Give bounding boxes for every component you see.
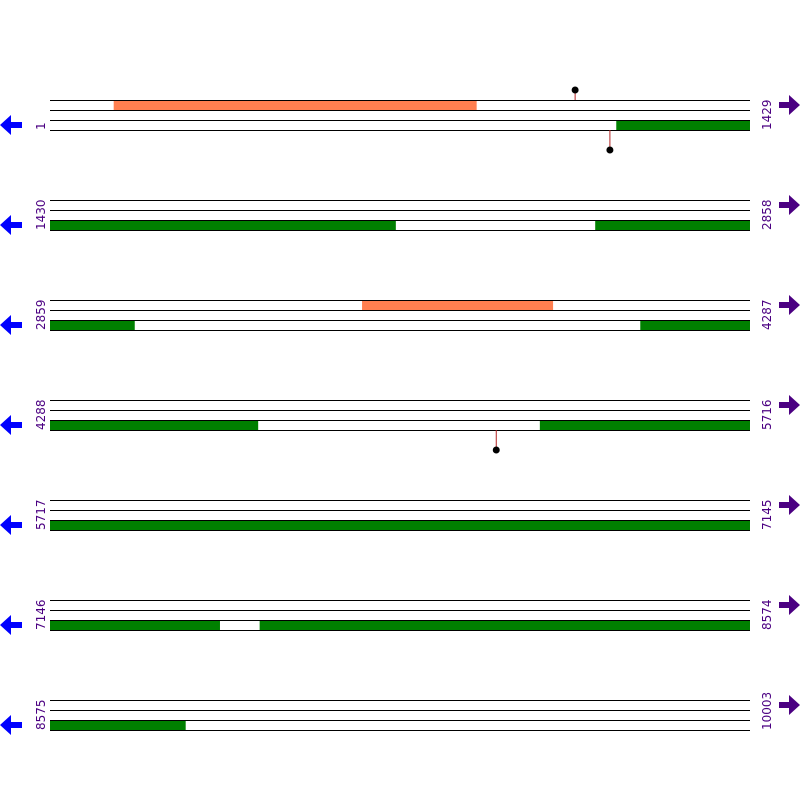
right-arrow-icon [779, 195, 800, 215]
marker-dot [571, 86, 579, 94]
marker-dot [492, 446, 500, 454]
reverse-feature [50, 420, 259, 430]
left-arrow-icon [0, 115, 22, 135]
left-arrow-icon [0, 615, 22, 635]
left-arrow-icon [0, 215, 22, 235]
left-arrow-icon [0, 715, 22, 735]
end-coordinate: 7145 [760, 499, 774, 530]
sequence-row: 7146 8574 [0, 595, 800, 635]
start-coordinate: 2859 [34, 299, 48, 330]
sequence-row: 1 1429 [0, 86, 800, 154]
end-coordinate: 2858 [760, 199, 774, 230]
forward-feature [113, 100, 477, 110]
end-coordinate: 1429 [760, 99, 774, 130]
start-coordinate: 1 [34, 122, 48, 130]
end-coordinate: 10003 [760, 692, 774, 730]
end-coordinate: 5716 [760, 399, 774, 430]
forward-feature [362, 300, 554, 310]
sequence-row: 2859 4287 [0, 295, 800, 335]
marker-dot [606, 146, 614, 154]
reverse-feature [616, 120, 750, 130]
right-arrow-icon [779, 695, 800, 715]
right-arrow-icon [779, 395, 800, 415]
start-coordinate: 8575 [34, 699, 48, 730]
sequence-row: 5717 7145 [0, 495, 800, 535]
right-arrow-icon [779, 595, 800, 615]
reverse-feature [595, 220, 750, 230]
start-coordinate: 4288 [34, 399, 48, 430]
left-arrow-icon [0, 315, 22, 335]
reverse-feature [50, 620, 220, 630]
end-coordinate: 4287 [760, 299, 774, 330]
left-arrow-icon [0, 415, 22, 435]
right-arrow-icon [779, 495, 800, 515]
right-arrow-icon [779, 295, 800, 315]
sequence-row: 4288 5716 [0, 395, 800, 454]
reverse-feature [539, 420, 750, 430]
reverse-feature [640, 320, 750, 330]
sequence-row: 8575 10003 [0, 692, 800, 735]
reverse-feature [50, 520, 750, 530]
reverse-feature [50, 320, 135, 330]
end-coordinate: 8574 [760, 599, 774, 630]
reverse-feature [50, 220, 396, 230]
right-arrow-icon [779, 95, 800, 115]
left-arrow-icon [0, 515, 22, 535]
start-coordinate: 7146 [34, 599, 48, 630]
start-coordinate: 5717 [34, 499, 48, 530]
sequence-row: 1430 2858 [0, 195, 800, 235]
start-coordinate: 1430 [34, 199, 48, 230]
reverse-feature [50, 720, 186, 730]
reverse-feature [259, 620, 750, 630]
